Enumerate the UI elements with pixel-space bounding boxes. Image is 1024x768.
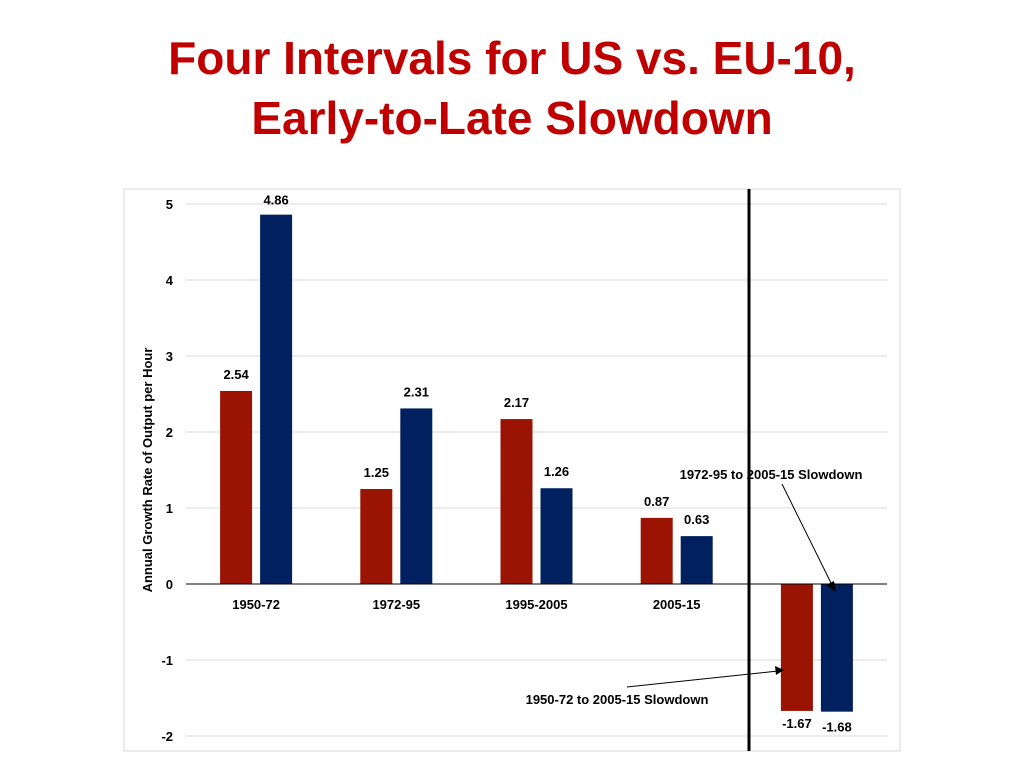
title-line-2: Early-to-Late Slowdown bbox=[251, 92, 773, 144]
y-tick-label: 2 bbox=[166, 425, 173, 440]
data-labels: 2.54 4.86 1.25 2.31 2.17 1.26 0.87 0.63 -1.67 -1.… bbox=[223, 193, 851, 735]
x-tick-label: 1972-95 bbox=[372, 597, 420, 612]
bar bbox=[640, 517, 673, 584]
plot-frame bbox=[123, 188, 901, 752]
data-label: 0.63 bbox=[684, 512, 709, 527]
x-tick-label: 1995-2005 bbox=[505, 597, 567, 612]
chart-title: Four Intervals for US vs. EU-10, Early-t… bbox=[0, 28, 1024, 148]
y-tick-label: 3 bbox=[166, 349, 173, 364]
y-tick-label: 1 bbox=[166, 501, 173, 516]
bar bbox=[780, 584, 813, 711]
bar bbox=[540, 488, 573, 584]
annotation-us-arrow bbox=[626, 670, 779, 688]
annotation-eu-arrowhead bbox=[826, 581, 836, 592]
bar bbox=[500, 419, 533, 584]
x-tick-label: 1950-72 bbox=[232, 597, 280, 612]
data-label: -1.67 bbox=[782, 716, 812, 731]
y-axis-label: Annual Growth Rate of Output per Hour bbox=[140, 348, 155, 593]
data-label: -1.68 bbox=[822, 720, 852, 735]
y-tick-label: 5 bbox=[166, 197, 173, 212]
gridlines bbox=[186, 203, 887, 737]
y-tick-labels: 5 4 3 2 1 0 -1 -2 bbox=[161, 197, 173, 744]
title-line-1: Four Intervals for US vs. EU-10, bbox=[168, 32, 856, 84]
data-label: 2.31 bbox=[404, 384, 429, 399]
bar bbox=[680, 536, 713, 584]
x-tick-labels: 1950-72 1972-95 1995-2005 2005-15 bbox=[232, 597, 700, 612]
bar bbox=[220, 390, 253, 584]
annotation-us-slowdown: 1950-72 to 2005-15 Slowdown bbox=[526, 692, 709, 707]
y-tick-label: -1 bbox=[161, 653, 173, 668]
data-label: 0.87 bbox=[644, 494, 669, 509]
annotation-eu-slowdown: 1972-95 to 2005-15 Slowdown bbox=[680, 467, 863, 482]
data-label: 2.54 bbox=[223, 367, 249, 382]
bar bbox=[820, 584, 853, 712]
bar bbox=[400, 408, 433, 584]
annotation-us-arrowhead bbox=[775, 666, 784, 675]
y-tick-label: 0 bbox=[166, 577, 173, 592]
bar bbox=[360, 489, 393, 584]
data-label: 4.86 bbox=[263, 193, 288, 208]
bars bbox=[220, 214, 853, 712]
data-label: 1.26 bbox=[544, 464, 569, 479]
bar bbox=[260, 214, 293, 584]
y-tick-label: -2 bbox=[161, 729, 173, 744]
annotation-eu-arrow bbox=[781, 483, 834, 588]
y-tick-label: 4 bbox=[166, 273, 174, 288]
data-label: 1.25 bbox=[364, 465, 389, 480]
data-label: 2.17 bbox=[504, 395, 529, 410]
x-tick-label: 2005-15 bbox=[653, 597, 701, 612]
